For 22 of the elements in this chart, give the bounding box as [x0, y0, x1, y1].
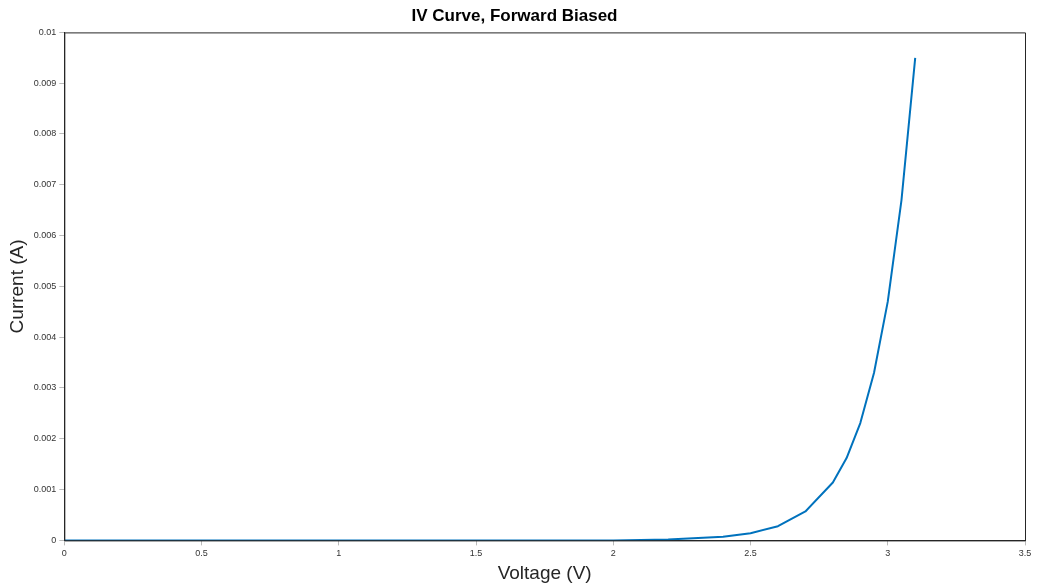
x-axis-title: Voltage (V): [497, 561, 592, 583]
y-tick-label: 0.008: [33, 128, 57, 139]
y-tick-label: 0.005: [33, 280, 57, 291]
y-tick-label: 0.001: [33, 484, 57, 495]
x-tick-label: 0.5: [195, 548, 208, 559]
y-tick-label: 0.006: [33, 230, 57, 241]
y-tick-label: 0: [51, 534, 57, 545]
x-tick-label: 0: [61, 548, 67, 559]
x-tick-label: 3.5: [1018, 548, 1032, 559]
x-tick-label: 2: [610, 548, 616, 559]
y-axis-title: Current (A): [5, 239, 27, 334]
x-tick-label: 1: [336, 548, 342, 559]
x-tick-label: 1.5: [469, 548, 483, 559]
y-tick-label: 0.01: [38, 26, 57, 37]
y-tick-label: 0.009: [33, 77, 57, 88]
y-tick-label: 0.004: [33, 331, 57, 342]
x-tick-label: 2.5: [744, 548, 757, 559]
y-tick-label: 0.003: [33, 382, 57, 393]
y-tick-label: 0.007: [33, 179, 57, 190]
chart-title: IV Curve, Forward Biased: [411, 5, 618, 25]
x-tick-label: 3: [885, 548, 891, 559]
y-tick-label: 0.002: [33, 433, 57, 444]
